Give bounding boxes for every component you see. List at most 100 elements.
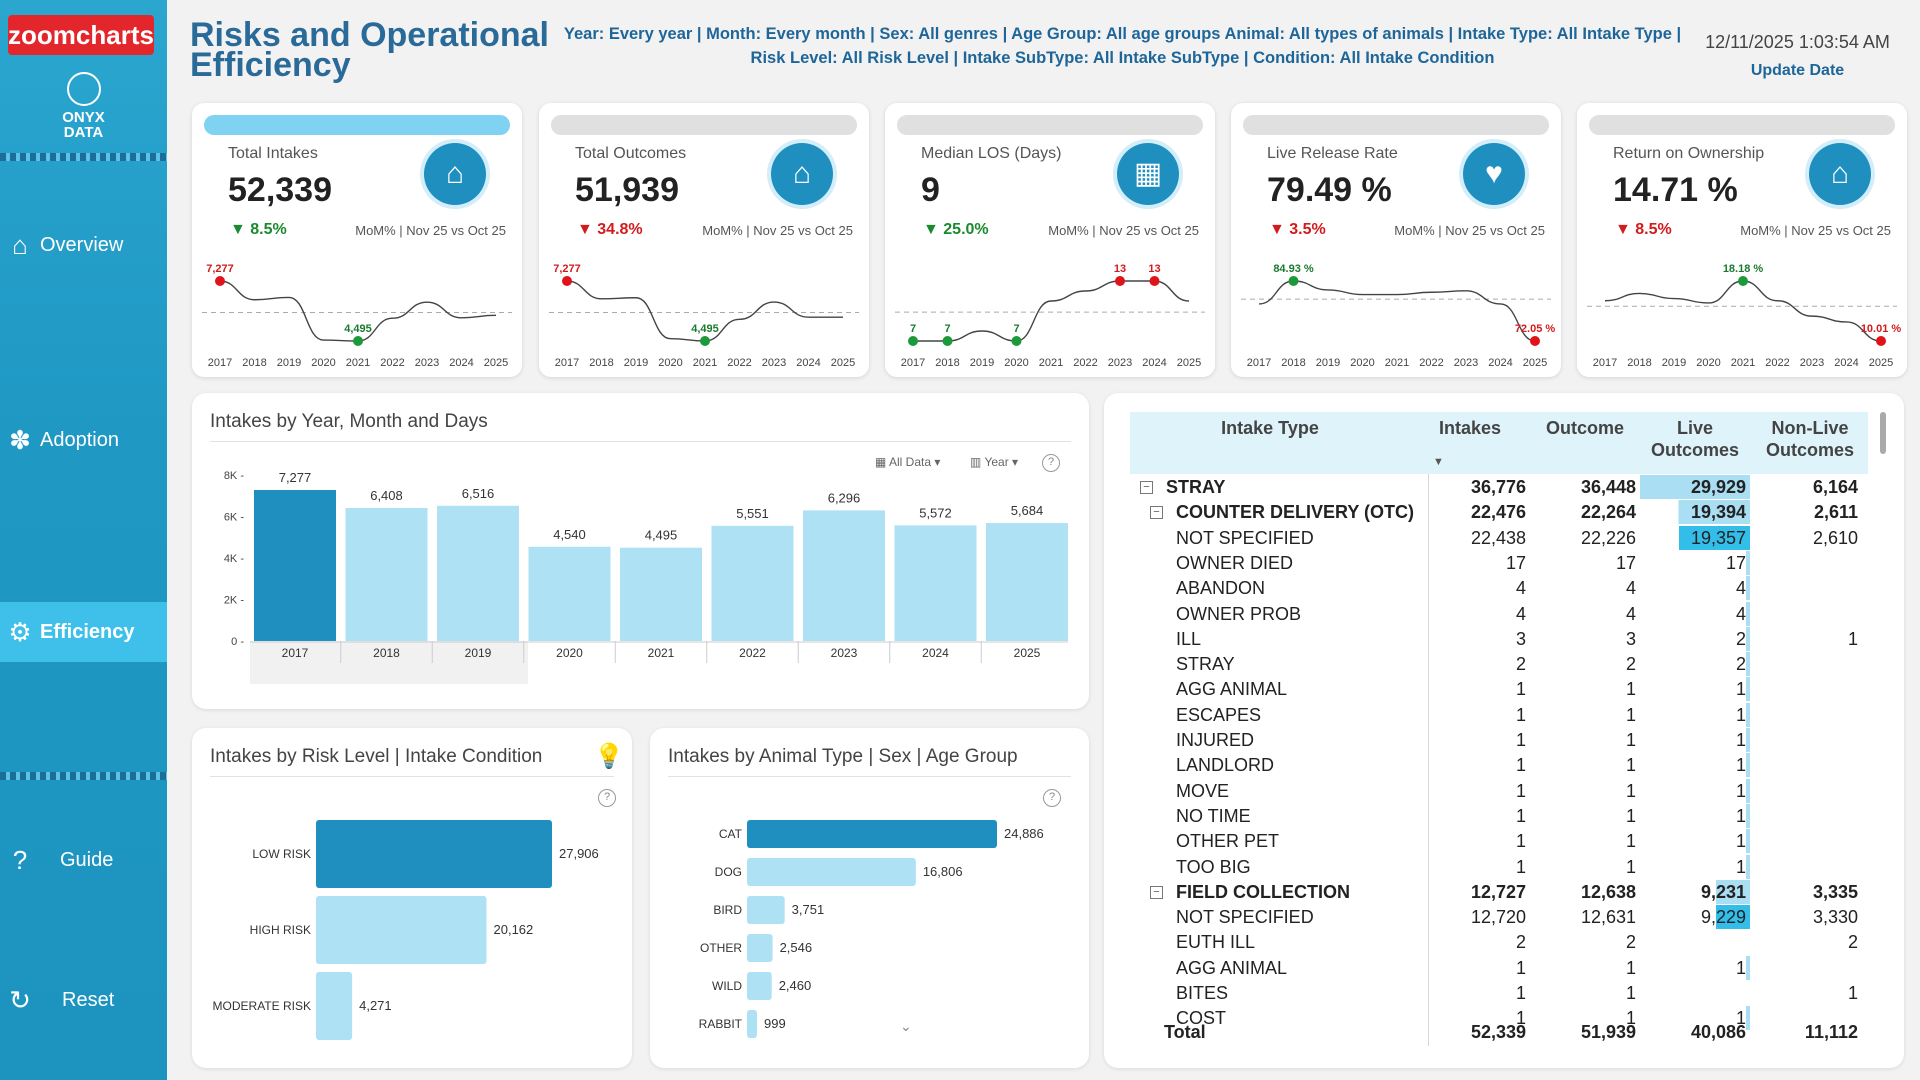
table-row[interactable]: OWNER PROB 4 4 4 bbox=[1136, 601, 1866, 627]
table-row[interactable]: AGG ANIMAL 1 1 1 bbox=[1136, 677, 1866, 702]
table-row[interactable]: TOO BIG 1 1 1 bbox=[1136, 854, 1866, 880]
intake-type-table-panel bbox=[1104, 393, 1904, 1068]
year-tick-label: 2018 bbox=[589, 357, 613, 369]
year-dropdown[interactable]: ▥ Year ▾ bbox=[970, 455, 1019, 469]
table-row[interactable]: − FIELD COLLECTION 12,727 12,638 9,231 3,335 bbox=[1136, 879, 1866, 905]
live-outcomes-cell: 1 bbox=[1640, 778, 1750, 803]
onyx-logo-line2: DATA bbox=[63, 124, 104, 141]
table-row[interactable]: EUTH ILL 2 2 2 bbox=[1136, 930, 1866, 955]
table-header: Intake Type Intakes Outcome Live Outcome… bbox=[1130, 412, 1868, 474]
current-datetime: 12/11/2025 1:03:54 AM bbox=[1705, 32, 1890, 52]
collapse-toggle-icon[interactable]: − bbox=[1150, 506, 1163, 520]
bar-value-label: 5,551 bbox=[736, 506, 769, 521]
table-row[interactable]: COST 1 1 1 bbox=[1136, 1006, 1866, 1031]
house-heart-icon: ⌂ bbox=[1809, 143, 1871, 205]
kpi-card[interactable]: Return on Ownership 14.71 % ⌂ ▼ 8.5% MoM… bbox=[1577, 103, 1907, 377]
kpi-selector-bar[interactable] bbox=[1243, 115, 1549, 135]
outcome-cell: 1 bbox=[1625, 704, 1636, 725]
table-row[interactable]: NOT SPECIFIED 22,438 22,226 19,357 2,610 bbox=[1136, 525, 1866, 551]
intake-type-cell: INJURED bbox=[1176, 730, 1255, 750]
outcome-cell: 1 bbox=[1625, 730, 1636, 750]
table-row[interactable]: MOVE 1 1 1 bbox=[1136, 778, 1866, 804]
help-icon[interactable]: ? bbox=[1043, 789, 1061, 807]
table-row[interactable]: AGG ANIMAL 1 1 1 bbox=[1136, 955, 1866, 981]
total-label: Total bbox=[1164, 1022, 1206, 1042]
col-outcome[interactable]: Outcome bbox=[1545, 418, 1624, 438]
col-live-outcomes[interactable]: Live Outcomes bbox=[1650, 418, 1740, 460]
nav-adoption[interactable]: ✽ Adoption bbox=[0, 410, 167, 470]
table-row[interactable]: − COUNTER DELIVERY (OTC) 22,476 22,264 19,39… bbox=[1136, 500, 1866, 525]
kpi-card[interactable]: Total Outcomes 51,939 ⌂ ▼ 34.8% MoM% | N… bbox=[539, 103, 869, 377]
table-row[interactable]: INJURED 1 1 1 bbox=[1136, 728, 1866, 753]
table-scrollbar[interactable] bbox=[1880, 412, 1886, 454]
intake-type-cell: ILL bbox=[1176, 628, 1202, 649]
live-outcomes-cell: 1 bbox=[1640, 677, 1750, 702]
kpi-card[interactable]: Total Intakes 52,339 ⌂ ▼ 8.5% MoM% | Nov… bbox=[192, 103, 522, 377]
kpi-value: 51,939 bbox=[575, 171, 679, 209]
year-tick-label: 2021 bbox=[1385, 357, 1409, 369]
nav-efficiency[interactable]: ⚙ Efficiency bbox=[0, 602, 167, 662]
x-tick-label: 2022 bbox=[739, 646, 766, 660]
help-icon[interactable]: ? bbox=[1042, 454, 1060, 472]
year-tick-label: 2022 bbox=[1073, 357, 1097, 369]
question-icon: ? bbox=[12, 844, 28, 875]
help-icon[interactable]: ? bbox=[598, 789, 616, 807]
table-row[interactable]: ESCAPES 1 1 1 bbox=[1136, 702, 1866, 728]
outcome-cell: 12,631 bbox=[1580, 907, 1636, 928]
kpi-value: 79.49 % bbox=[1267, 171, 1392, 209]
table-row[interactable]: − STRAY 36,776 36,448 29,929 6,164 bbox=[1136, 475, 1866, 500]
sparkline-value-label: 7 bbox=[944, 323, 950, 335]
live-outcomes-cell: 19,357 bbox=[1640, 525, 1750, 550]
sparkline-marker bbox=[562, 276, 572, 286]
category-label: OTHER bbox=[700, 941, 742, 955]
total-intakes: 52,339 bbox=[1470, 1022, 1526, 1042]
house-paw-icon: ⌂ bbox=[771, 143, 833, 205]
bar-value-label: 4,495 bbox=[645, 528, 678, 543]
col-intake-type[interactable]: Intake Type bbox=[1221, 418, 1319, 438]
table-row[interactable]: NOT SPECIFIED 12,720 12,631 9,229 3,330 bbox=[1136, 905, 1866, 930]
table-row[interactable]: NO TIME 1 1 1 bbox=[1136, 803, 1866, 829]
collapse-toggle-icon[interactable]: − bbox=[1140, 481, 1153, 494]
kpi-card[interactable]: Median LOS (Days) 9 ▦ ▼ 25.0% MoM% | Nov… bbox=[885, 103, 1215, 377]
lightbulb-icon[interactable]: 💡 bbox=[594, 743, 624, 770]
intakes-cell: 1 bbox=[1515, 1008, 1526, 1029]
table-row[interactable]: OWNER DIED 17 17 17 bbox=[1136, 550, 1866, 576]
intake-type-cell: AGG ANIMAL bbox=[1176, 679, 1288, 700]
sparkline-value-label: 72.05 % bbox=[1515, 323, 1556, 335]
table-row[interactable]: LANDLORD 1 1 1 bbox=[1136, 753, 1866, 778]
category-label: WILD bbox=[712, 979, 742, 993]
risk-bar-chart: LOW RISK 27,906 HIGH RISK 20,162 MODERATE RI… bbox=[213, 820, 599, 1040]
kpi-card[interactable]: Live Release Rate 79.49 % ♥ ▼ 3.5% MoM% … bbox=[1231, 103, 1561, 377]
kpi-sparkline: 2017 2018 2019 2020 2021 2022 2023 2024 2025 7,27… bbox=[202, 263, 512, 369]
all-data-dropdown[interactable]: ▦ All Data ▾ bbox=[875, 455, 941, 469]
kpi-selector-bar[interactable] bbox=[897, 115, 1203, 135]
table-row[interactable]: OTHER PET 1 1 1 bbox=[1136, 829, 1866, 854]
nav-reset[interactable]: ↻ Reset bbox=[0, 970, 167, 1030]
nav-guide[interactable]: ? Guide bbox=[0, 830, 167, 890]
y-tick-label: 0 - bbox=[231, 636, 244, 648]
table-row[interactable]: BITES 1 1 1 bbox=[1136, 981, 1866, 1006]
kpi-selector-bar[interactable] bbox=[204, 115, 510, 135]
panel-title: Intakes by Risk Level | Intake Condition bbox=[210, 746, 543, 767]
kpi-selector-bar[interactable] bbox=[551, 115, 857, 135]
chevron-down-icon[interactable]: ⌄ bbox=[900, 1018, 912, 1034]
collapse-toggle-icon[interactable]: − bbox=[1150, 885, 1163, 899]
table-row[interactable]: ABANDON 4 4 4 bbox=[1136, 576, 1866, 601]
nav-overview[interactable]: ⌂ Overview bbox=[0, 215, 167, 275]
update-date-button[interactable]: Update Date bbox=[1750, 62, 1845, 79]
kpi-selector-bar[interactable] bbox=[1589, 115, 1895, 135]
intakes-cell: 36,776 bbox=[1470, 477, 1526, 497]
animal-type-panel: Intakes by Animal Type | Sex | Age Group… bbox=[650, 728, 1089, 1068]
gear-icon: ⚙ bbox=[8, 616, 32, 647]
intakes-cell: 1 bbox=[1515, 957, 1526, 978]
sort-desc-icon[interactable]: ▼ bbox=[1433, 456, 1444, 468]
live-outcomes-cell: 1 bbox=[1640, 702, 1750, 727]
col-non-live-outcomes[interactable]: Non-Live Outcomes bbox=[1765, 418, 1855, 460]
table-row[interactable]: STRAY 2 2 2 bbox=[1136, 652, 1866, 677]
y-tick-label: 2K - bbox=[224, 595, 245, 607]
x-tick-label: 2024 bbox=[922, 646, 949, 660]
table-row[interactable]: ILL 3 3 2 1 bbox=[1136, 626, 1866, 652]
col-intakes[interactable]: Intakes bbox=[1438, 418, 1502, 438]
y-tick-label: 8K - bbox=[224, 470, 245, 482]
year-bar bbox=[254, 490, 336, 641]
